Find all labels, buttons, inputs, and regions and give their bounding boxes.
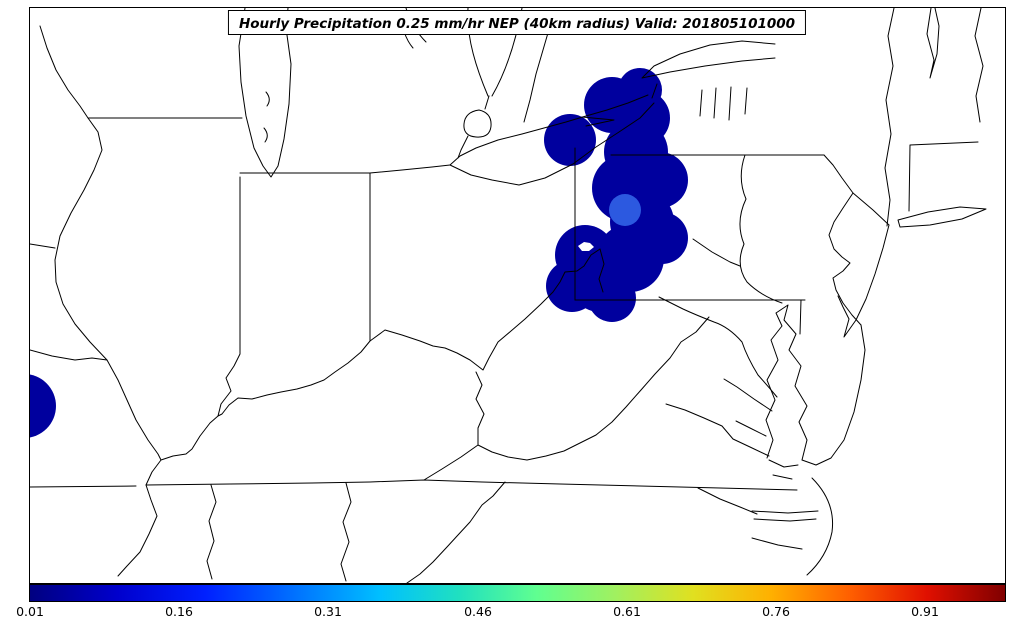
rappahannock-river xyxy=(723,378,773,412)
iowa-missouri-border xyxy=(30,243,56,249)
roanoke-river xyxy=(697,487,758,515)
outer-banks xyxy=(806,477,834,576)
title-box: Hourly Precipitation 0.25 mm/hr NEP (40k… xyxy=(227,10,807,35)
colorbar-tick-label: 0.01 xyxy=(16,604,44,619)
newyork-newengland-border xyxy=(908,141,979,212)
lake-champlain xyxy=(926,8,940,79)
delaware-river xyxy=(823,154,862,326)
colorbar-tick-label: 0.91 xyxy=(911,604,939,619)
michigan-southern-border xyxy=(239,164,451,174)
lake-michigan xyxy=(238,8,292,178)
lake-st-clair xyxy=(457,109,492,159)
missouri-river xyxy=(30,349,108,361)
tennessee-river-east xyxy=(340,482,352,582)
lake-ontario xyxy=(641,40,776,79)
chesapeake-bay xyxy=(765,304,808,461)
delmarva-coast xyxy=(801,324,866,466)
colorbar-tick-label: 0.61 xyxy=(613,604,641,619)
colorbar-gradient xyxy=(29,584,1006,602)
susquehanna-river xyxy=(739,154,783,304)
tennessee-northcarolina-border xyxy=(406,481,506,583)
niagara-river xyxy=(651,83,658,99)
colorbar-tick-label: 0.76 xyxy=(762,604,790,619)
kentucky-virginia-border xyxy=(423,444,479,481)
lakes-coastlines xyxy=(238,8,987,576)
precip-regions xyxy=(30,68,688,438)
chesapeake-mouth xyxy=(768,459,799,480)
lake-erie xyxy=(449,94,655,186)
ohio-river xyxy=(160,248,601,461)
grand-river-ontario xyxy=(523,25,551,123)
colorbar-tick-label: 0.16 xyxy=(165,604,193,619)
albemarle-sound xyxy=(751,510,819,522)
new-jersey-coast xyxy=(837,224,890,338)
colorbar-tick-label: 0.46 xyxy=(464,604,492,619)
westvirginia-virginia-border xyxy=(477,316,710,461)
precip-inner-core xyxy=(609,194,641,226)
precip-hole xyxy=(578,242,594,251)
newyork-newjersey-border xyxy=(852,192,890,226)
connecticut-river xyxy=(974,8,984,123)
precip-region-main xyxy=(544,68,688,322)
map-svg xyxy=(30,8,987,583)
delaware-maryland-border xyxy=(799,299,802,335)
colorbar-tick-label: 0.31 xyxy=(314,604,342,619)
long-island xyxy=(897,206,987,228)
finger-lakes xyxy=(699,86,748,121)
mississippi-river xyxy=(39,25,162,577)
precip-region-west xyxy=(30,374,56,438)
lake-michigan-shore-marks xyxy=(263,91,270,143)
kentucky-westvirginia-border xyxy=(475,371,485,446)
potomac-river xyxy=(658,296,778,398)
plot-area xyxy=(29,7,1006,584)
susquehanna-west-branch xyxy=(692,238,741,267)
state-borders-rivers xyxy=(30,8,984,583)
james-river xyxy=(665,403,770,457)
plot-title: Hourly Precipitation 0.25 mm/hr NEP (40k… xyxy=(238,16,796,32)
southern-state-line xyxy=(30,479,798,491)
illinois-indiana-border xyxy=(217,176,241,417)
york-river xyxy=(735,420,767,437)
tennessee-river-west xyxy=(206,484,217,580)
pamlico-river xyxy=(751,537,803,550)
monongahela-river xyxy=(598,248,605,293)
hudson-river xyxy=(884,8,895,227)
long-point xyxy=(581,116,615,127)
